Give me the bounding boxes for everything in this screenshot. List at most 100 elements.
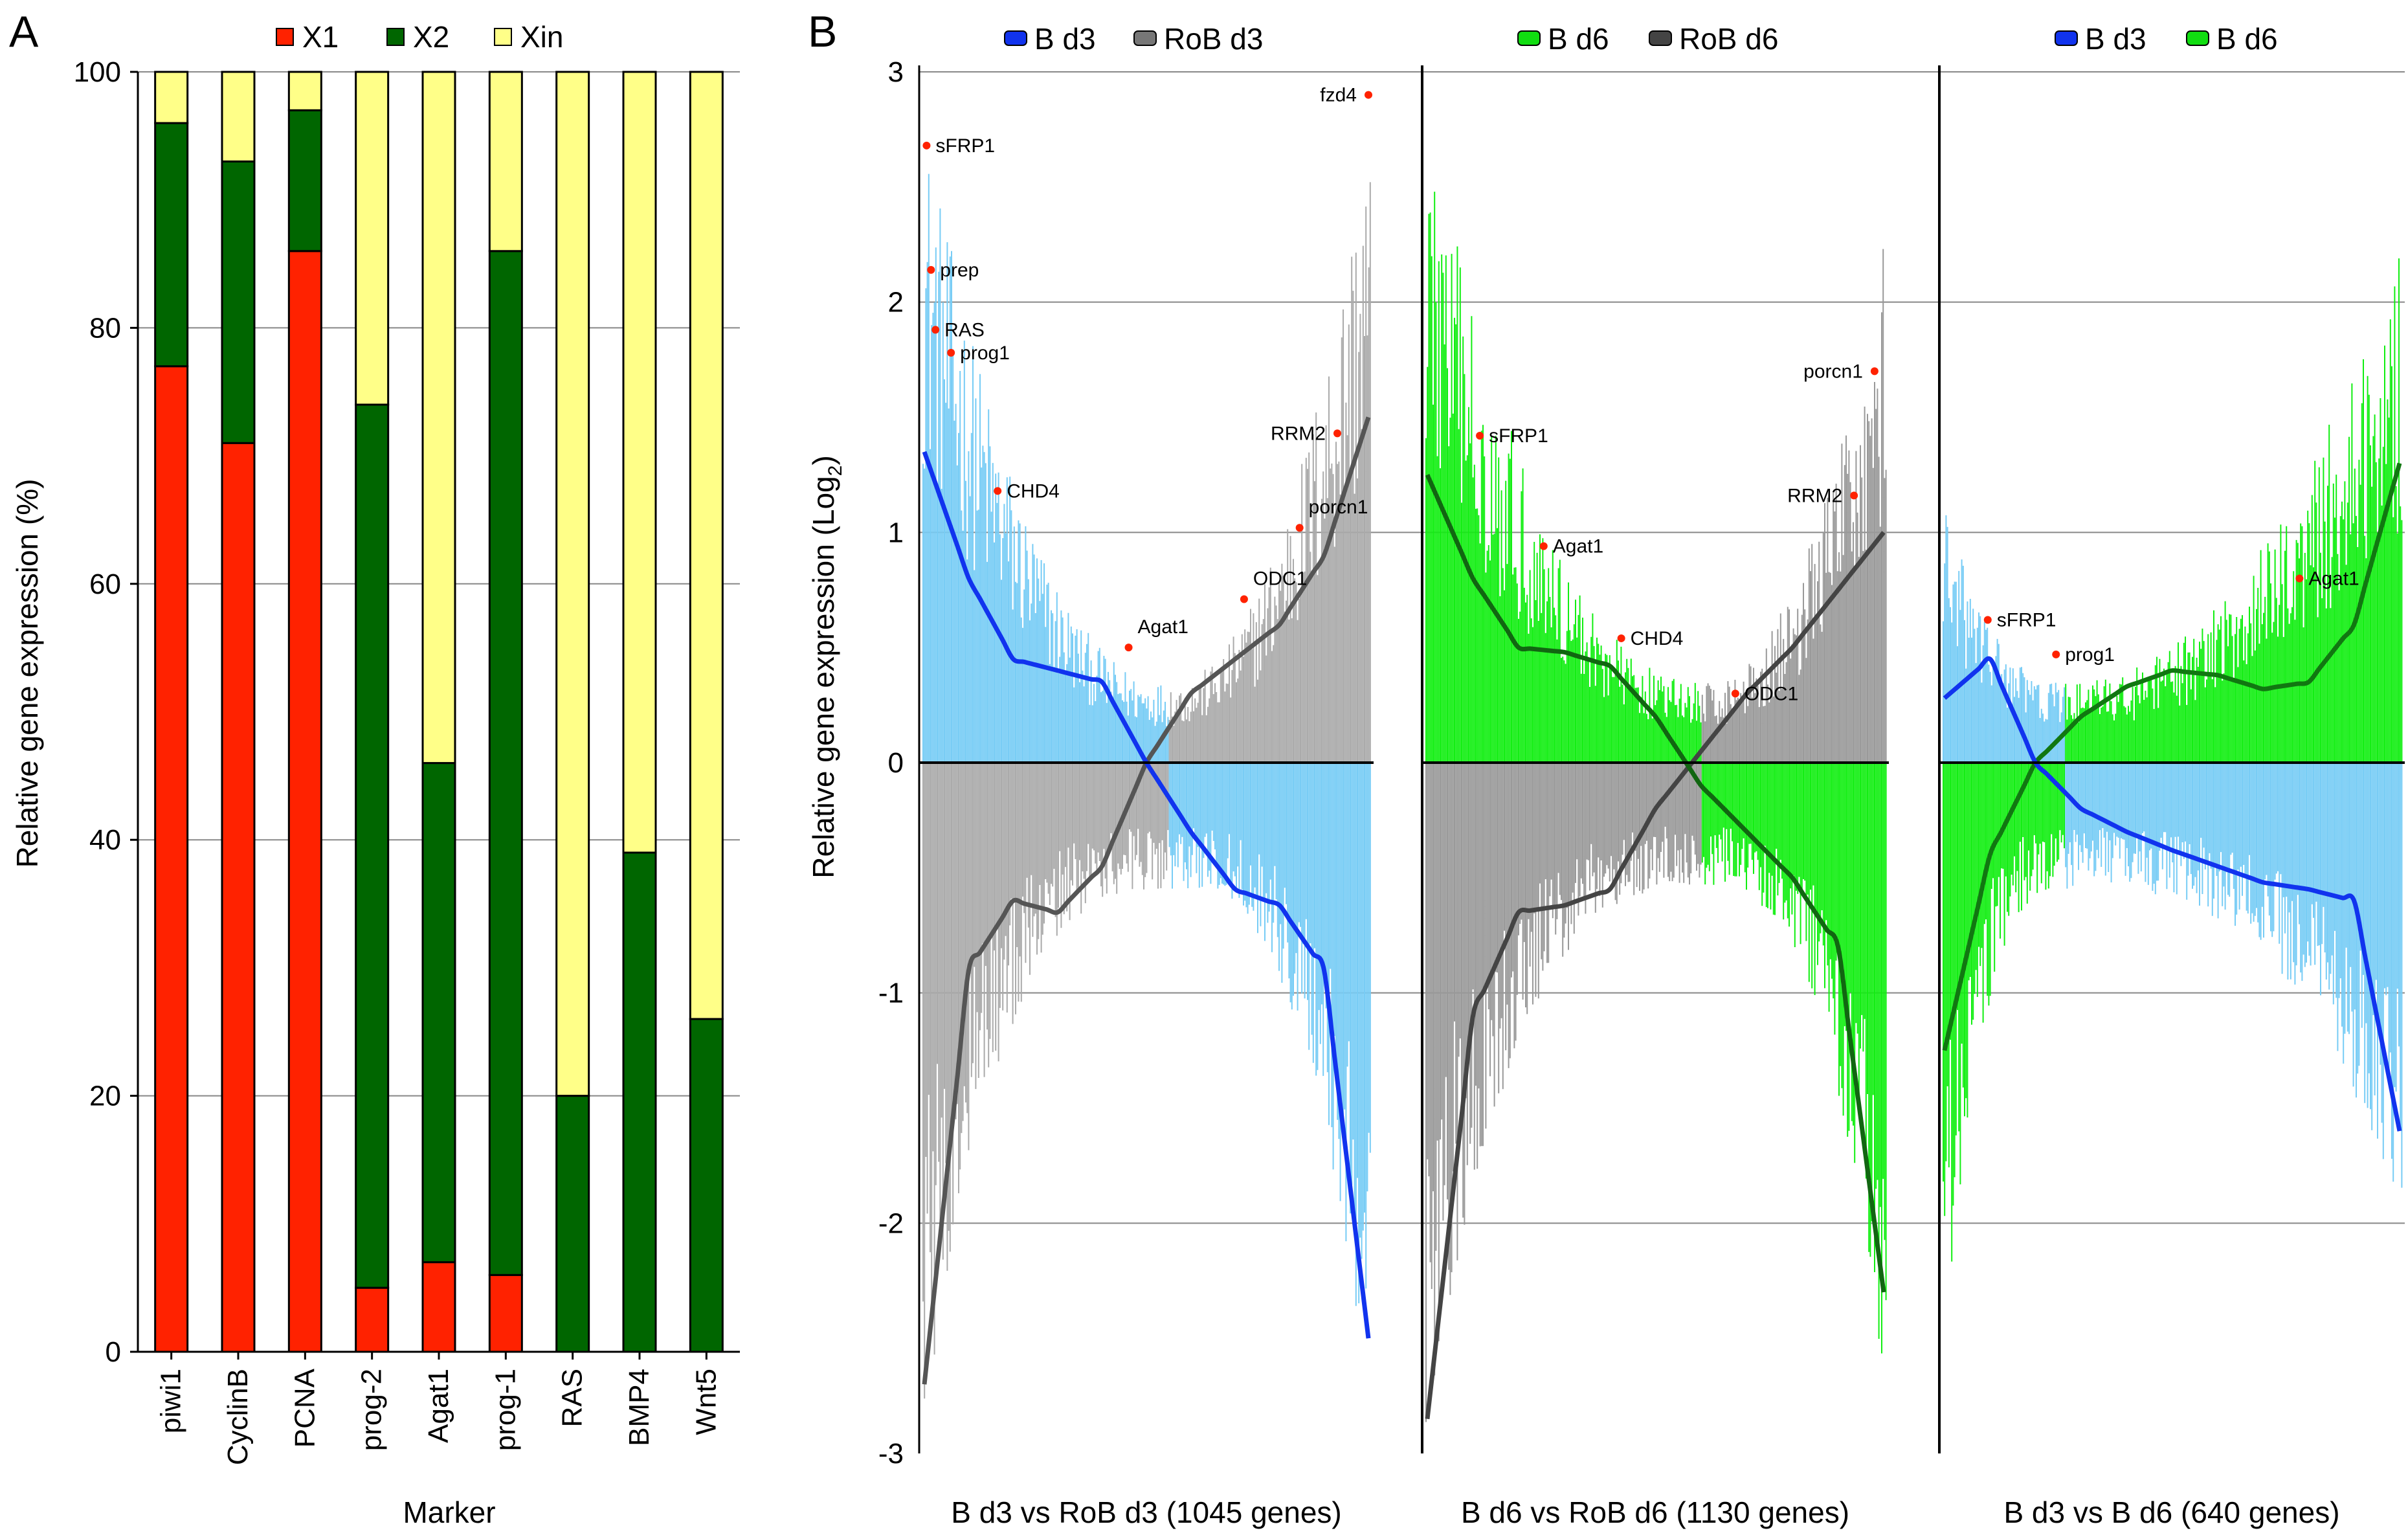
- legend-label-B-d3: B d3: [2085, 22, 2146, 56]
- panel-a-bars: [154, 71, 724, 1353]
- bar-Xin-RAS: [555, 71, 590, 1097]
- subplot-3: sFRP1 prog1 Agat1 B d3 B d6 B d3 vs B d6 (640…: [1938, 22, 2405, 1529]
- panel-a-ytick-label: 40: [89, 824, 121, 856]
- gene-marker-RRM2: [1850, 491, 1858, 500]
- gene-marker-sFRP1: [1983, 616, 1992, 624]
- panel-b-ytick-label: 1: [888, 517, 904, 548]
- gene-label-RRM2: RRM2: [1271, 423, 1326, 444]
- panel-a-ytick-label: 60: [89, 568, 121, 600]
- gene-label-CHD4: CHD4: [1007, 480, 1060, 502]
- bars-Bd6-up: [1425, 192, 1702, 763]
- bar-X2-prog-2: [355, 403, 390, 1289]
- panel-b-subplots: sFRP1prepRASprog1CHD4Agat1ODC1porcn1RRM2…: [918, 22, 2405, 1529]
- gene-marker-CHD4: [994, 487, 1002, 495]
- gene-label-Agat1: Agat1: [1138, 616, 1188, 638]
- panel-a-xtick-label: prog-2: [356, 1369, 388, 1451]
- panel-b-y-axis-title: Relative gene expression (Log2): [807, 455, 846, 878]
- bar-X2-PCNA: [287, 109, 322, 252]
- bars-RoBd3-down: [922, 763, 1169, 1399]
- gene-label-prog1: prog1: [2065, 644, 2115, 666]
- subplot-x-axis-title: B d6 vs RoB d6 (1130 genes): [1461, 1496, 1849, 1529]
- legend-swatch-B-d6: [2186, 30, 2209, 46]
- panel-b-letter: B: [808, 7, 837, 56]
- legend-label-X1: X1: [302, 20, 339, 54]
- bars-Bd6-up: [2065, 258, 2403, 763]
- panel-b-ytick-label: -2: [878, 1207, 904, 1239]
- bar-X2-prog-1: [488, 250, 523, 1276]
- panel-a-xtick-label: Wnt5: [690, 1369, 722, 1435]
- bar-X1-prog-2: [355, 1286, 390, 1353]
- gene-label-sFRP1: sFRP1: [1997, 609, 2057, 631]
- legend-label-B-d3: B d3: [1034, 22, 1096, 56]
- legend-label-RoB-d3: RoB d3: [1164, 22, 1263, 56]
- bars-Bd6-down: [1943, 763, 2065, 1262]
- panel-b-y-axis-title-end: ): [807, 455, 840, 465]
- gene-marker-RAS: [931, 326, 940, 334]
- panel-a-xtick-label: BMP4: [623, 1369, 655, 1446]
- bar-X2-BMP4: [622, 851, 657, 1353]
- panel-a-xtick-label: PCNA: [289, 1368, 320, 1448]
- gene-marker-porcn1: [1295, 524, 1304, 532]
- bar-X2-Agat1: [421, 762, 456, 1264]
- bar-Xin-piwi1: [154, 71, 189, 124]
- panel-a-xtick-label: prog-1: [489, 1369, 521, 1451]
- bar-Xin-Agat1: [421, 71, 456, 765]
- panel-a-xtick-label: CyclinB: [222, 1369, 254, 1465]
- legend-swatch-Xin: [494, 28, 512, 46]
- bars-RoBd6-down: [1425, 763, 1702, 1422]
- trend-line-Bd3: [922, 451, 1371, 1339]
- panel-a-yticks: 0 20 40 60 80 100: [74, 56, 121, 1368]
- gene-marker-ODC1: [1731, 689, 1739, 698]
- gene-marker-prep: [927, 265, 935, 274]
- bars-RoBd3-up: [1168, 182, 1371, 763]
- panel-b-ytick-label: 0: [888, 747, 904, 779]
- bar-Xin-PCNA: [287, 71, 322, 111]
- gene-marker-prog1: [947, 348, 955, 357]
- bars-Bd3-up: [922, 174, 1169, 763]
- gene-label-porcn1: porcn1: [1309, 497, 1368, 518]
- trend-line-RoBd3: [922, 416, 1371, 1385]
- bars-RoBd6-up: [1701, 249, 1887, 763]
- panel-b-y-axis-title-main: Relative gene expression (Log: [807, 476, 840, 878]
- legend-swatch-RoB-d6: [1649, 30, 1672, 46]
- legend-label-X2: X2: [413, 20, 449, 54]
- gene-marker-ODC1: [1240, 595, 1248, 603]
- trend-line-Bd3: [1943, 656, 2402, 1132]
- bar-X2-RAS: [555, 1095, 590, 1353]
- legend-swatch-B-d6: [1517, 30, 1541, 46]
- panel-a-y-axis-title: Relative gene expression (%): [10, 479, 44, 868]
- panel-b-yticks: -3 -2 -1 0 1 2 3: [878, 56, 904, 1470]
- gene-label-sFRP1: sFRP1: [935, 135, 995, 157]
- panel-a-axes: [130, 71, 740, 1360]
- gene-marker-porcn1: [1870, 367, 1878, 375]
- bar-Xin-CyclinB: [221, 71, 256, 162]
- gene-label-porcn1: porcn1: [1803, 361, 1863, 382]
- legend-swatch-X1: [276, 28, 294, 46]
- panel-b-ytick-label: 2: [888, 287, 904, 319]
- bar-X2-Wnt5: [689, 1018, 724, 1353]
- legend-label-RoB-d6: RoB d6: [1679, 22, 1778, 56]
- gene-label-fzd4: fzd4: [1320, 85, 1357, 106]
- bars-Bd3-down: [1168, 763, 1371, 1306]
- panel-a-x-axis-title: Marker: [403, 1496, 495, 1529]
- panel-b-ytick-label: -1: [878, 978, 904, 1009]
- gene-marker-CHD4: [1617, 634, 1625, 642]
- panel-a-ytick-label: 0: [106, 1336, 121, 1368]
- legend-swatch-RoB-d3: [1133, 30, 1157, 46]
- panel-a-xticks: piwi1 CyclinB PCNA prog-2 Agat1 prog-1 RAS BMP4…: [155, 1368, 722, 1465]
- gene-marker-prog1: [2052, 650, 2060, 658]
- gene-marker-sFRP1: [922, 141, 931, 150]
- bars-Bd3-up: [1943, 515, 2065, 763]
- legend-label-B-d6: B d6: [2216, 22, 2278, 56]
- gene-marker-RRM2: [1333, 429, 1341, 438]
- panel-b-ytick-label: -3: [878, 1438, 904, 1470]
- bar-X1-PCNA: [287, 250, 322, 1353]
- bar-X1-piwi1: [154, 365, 189, 1353]
- bar-X2-CyclinB: [221, 160, 256, 444]
- gene-label-sFRP1: sFRP1: [1489, 425, 1548, 447]
- bar-Xin-prog-1: [488, 71, 523, 252]
- bar-Xin-prog-2: [355, 71, 390, 406]
- legend-swatch-X2: [386, 28, 405, 46]
- gene-label-CHD4: CHD4: [1631, 628, 1684, 649]
